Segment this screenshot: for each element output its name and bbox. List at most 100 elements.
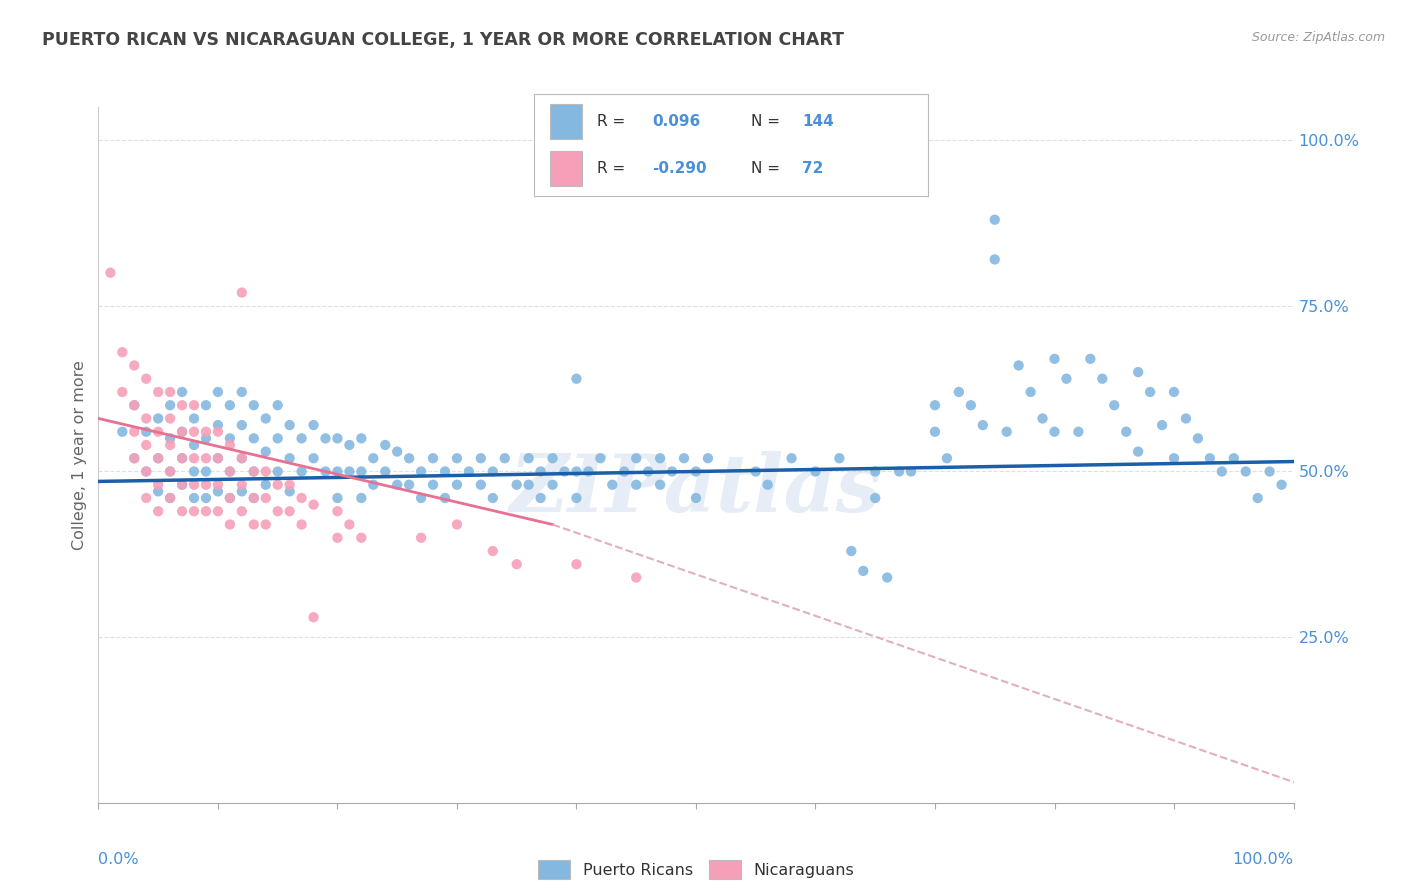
Point bbox=[219, 491, 242, 505]
Text: N =: N = bbox=[751, 161, 780, 176]
Point bbox=[159, 465, 181, 479]
Point bbox=[745, 465, 768, 479]
Point bbox=[1198, 451, 1220, 466]
Point bbox=[529, 491, 551, 505]
Point bbox=[183, 451, 205, 466]
Point bbox=[1102, 398, 1125, 412]
Point bbox=[111, 345, 134, 359]
Point bbox=[148, 484, 170, 499]
Point bbox=[1067, 425, 1090, 439]
Point bbox=[124, 398, 146, 412]
Point bbox=[194, 431, 217, 445]
Point bbox=[1007, 359, 1029, 373]
Point bbox=[278, 504, 301, 518]
Point bbox=[1163, 451, 1185, 466]
Point bbox=[219, 517, 242, 532]
Point bbox=[446, 451, 468, 466]
Point bbox=[159, 491, 181, 505]
Point bbox=[290, 431, 312, 445]
Point bbox=[183, 438, 205, 452]
Point bbox=[995, 425, 1018, 439]
Point bbox=[278, 477, 301, 491]
Point bbox=[278, 451, 301, 466]
Point bbox=[637, 465, 659, 479]
Point bbox=[624, 570, 647, 584]
Point bbox=[135, 411, 157, 425]
Point bbox=[148, 411, 170, 425]
Point bbox=[624, 477, 647, 491]
Point bbox=[326, 491, 349, 505]
Point bbox=[565, 558, 588, 572]
Point bbox=[337, 438, 360, 452]
Point bbox=[1271, 477, 1294, 491]
Point bbox=[326, 531, 349, 545]
Point bbox=[194, 477, 217, 491]
Point bbox=[1032, 411, 1054, 425]
Point bbox=[433, 491, 456, 505]
Point bbox=[648, 451, 672, 466]
Point bbox=[124, 451, 146, 466]
Point bbox=[231, 504, 253, 518]
Point bbox=[374, 465, 396, 479]
Point bbox=[254, 444, 277, 458]
Point bbox=[481, 465, 505, 479]
Point bbox=[1091, 372, 1114, 386]
Point bbox=[1128, 444, 1150, 458]
Point bbox=[135, 491, 157, 505]
Point bbox=[159, 491, 181, 505]
Point bbox=[159, 465, 181, 479]
Point bbox=[326, 431, 349, 445]
Point bbox=[135, 425, 157, 439]
Point bbox=[959, 398, 981, 412]
Point bbox=[529, 465, 551, 479]
Point bbox=[207, 504, 229, 518]
Point bbox=[302, 498, 325, 512]
Point bbox=[135, 372, 157, 386]
Point bbox=[231, 285, 253, 300]
Point bbox=[363, 451, 385, 466]
Point bbox=[1211, 465, 1233, 479]
Point bbox=[124, 359, 146, 373]
Point bbox=[613, 465, 636, 479]
FancyBboxPatch shape bbox=[550, 104, 582, 139]
Point bbox=[267, 477, 290, 491]
Point bbox=[172, 425, 194, 439]
Text: -0.290: -0.290 bbox=[652, 161, 707, 176]
Point bbox=[194, 491, 217, 505]
Point bbox=[839, 544, 862, 558]
Point bbox=[673, 451, 696, 466]
Point bbox=[159, 398, 181, 412]
Point bbox=[159, 411, 181, 425]
Point bbox=[554, 465, 576, 479]
Point bbox=[302, 418, 325, 433]
Point bbox=[661, 465, 683, 479]
Point bbox=[172, 477, 194, 491]
Point bbox=[398, 451, 420, 466]
Point bbox=[804, 465, 827, 479]
Point bbox=[1258, 465, 1281, 479]
Point bbox=[124, 398, 146, 412]
Text: R =: R = bbox=[598, 114, 626, 128]
Point bbox=[506, 477, 529, 491]
Point bbox=[290, 465, 312, 479]
Point bbox=[517, 477, 540, 491]
Point bbox=[172, 384, 194, 399]
Point bbox=[648, 477, 672, 491]
Point bbox=[350, 491, 373, 505]
Point bbox=[148, 477, 170, 491]
Point bbox=[219, 431, 242, 445]
Point bbox=[183, 491, 205, 505]
Point bbox=[172, 425, 194, 439]
Point bbox=[350, 531, 373, 545]
Point bbox=[470, 477, 492, 491]
Point bbox=[446, 477, 468, 491]
Point bbox=[267, 431, 290, 445]
Point bbox=[254, 517, 277, 532]
Point bbox=[422, 477, 444, 491]
Point bbox=[494, 451, 516, 466]
Point bbox=[231, 484, 253, 499]
Text: R =: R = bbox=[598, 161, 626, 176]
Point bbox=[207, 451, 229, 466]
Point bbox=[1128, 365, 1150, 379]
Point bbox=[481, 544, 505, 558]
